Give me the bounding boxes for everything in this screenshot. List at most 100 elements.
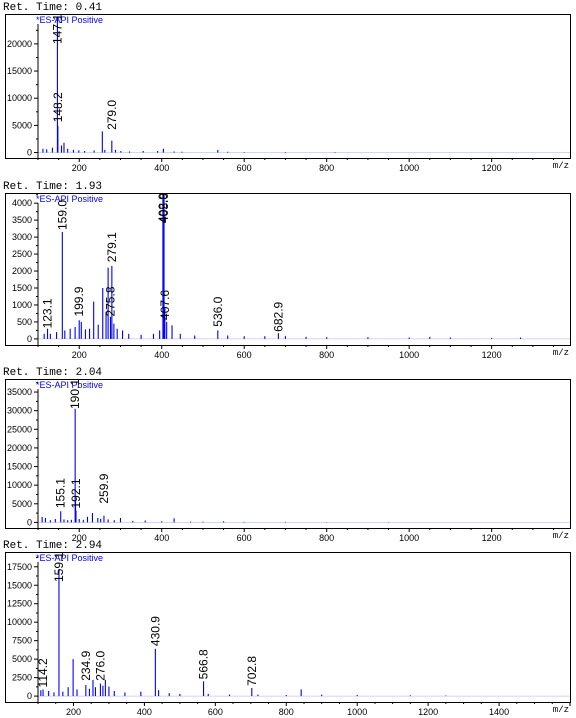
x-tick-label: 400 <box>137 707 152 717</box>
peak-label: 199.9 <box>72 286 86 316</box>
x-tick-label: 800 <box>319 163 334 173</box>
retention-time-label: Ret. Time: 1.93 <box>3 181 102 193</box>
x-tick-label: 800 <box>279 707 294 717</box>
y-tick-label: 20000 <box>7 443 32 453</box>
peak-label: 536.0 <box>211 296 225 326</box>
x-tick-label: 200 <box>72 533 87 543</box>
x-tick-label: 800 <box>319 533 334 543</box>
x-tick-label: 400 <box>154 533 169 543</box>
y-tick-label: 25000 <box>7 424 32 434</box>
y-tick-label: 3000 <box>12 232 32 242</box>
peak-label: 190.1 <box>68 379 82 409</box>
y-tick-label: 4000 <box>12 198 32 208</box>
spectrum-panel-2: Ret. Time: 1.93*ES-API Positive 0 500 1000 1… <box>3 181 571 360</box>
y-tick-label: 10000 <box>7 480 32 490</box>
retention-time-label: Ret. Time: 2.04 <box>3 367 102 379</box>
peak-label: 566.8 <box>197 649 211 679</box>
peak-label: 259.9 <box>97 473 111 503</box>
panel-frame <box>5 552 571 703</box>
y-tick-label: 17500 <box>7 562 32 572</box>
x-tick-label: 600 <box>237 350 252 360</box>
y-tick-label: 3500 <box>12 215 32 225</box>
series-name: *ES-API Positive <box>36 380 103 390</box>
panel-frame <box>5 379 571 529</box>
y-tick-label: 2000 <box>12 266 32 276</box>
peak-label: 275.8 <box>104 286 118 316</box>
series-name: *ES-API Positive <box>36 194 103 204</box>
spectrum-panel-3: Ret. Time: 2.04*ES-API Positive 0 5000 1000… <box>3 367 571 543</box>
retention-time-label: Ret. Time: 2.94 <box>3 540 102 552</box>
x-unit-label: m/z <box>553 161 569 171</box>
x-tick-label: 1200 <box>482 350 502 360</box>
peak-label: 402.9 <box>156 193 170 223</box>
x-tick-label: 1400 <box>489 707 509 717</box>
y-tick-label: 0 <box>27 148 32 158</box>
peak-label: 702.8 <box>245 656 259 686</box>
x-tick-label: 400 <box>154 350 169 360</box>
x-tick-label: 1200 <box>482 533 502 543</box>
x-unit-label: m/z <box>553 705 569 715</box>
y-tick-label: 10000 <box>7 617 32 627</box>
y-tick-label: 0 <box>27 691 32 701</box>
x-unit-label: m/z <box>553 531 569 541</box>
x-tick-label: 800 <box>319 350 334 360</box>
x-tick-label: 1000 <box>347 707 367 717</box>
x-tick-label: 200 <box>72 350 87 360</box>
y-tick-label: 15000 <box>7 66 32 76</box>
x-tick-label: 1000 <box>399 163 419 173</box>
y-tick-label: 0 <box>27 517 32 527</box>
peak-label: 155.1 <box>54 478 68 508</box>
y-tick-label: 5000 <box>12 654 32 664</box>
peak-label: 279.0 <box>105 100 119 130</box>
peak-label: 147.1 <box>50 14 64 44</box>
y-tick-label: 5000 <box>12 499 32 509</box>
y-tick-label: 1500 <box>12 283 32 293</box>
x-unit-label: m/z <box>553 348 569 358</box>
panel-frame <box>5 14 571 159</box>
x-tick-label: 600 <box>237 163 252 173</box>
peak-label: 234.9 <box>79 650 93 680</box>
peak-label: 114.2 <box>36 658 50 687</box>
spectrum-panel-1: Ret. Time: 0.41*ES-API Positive 0 5000 1000… <box>3 2 571 173</box>
peak-label: 159.1 <box>52 552 66 582</box>
series-name: *ES-API Positive <box>36 15 103 25</box>
x-tick-label: 200 <box>72 163 87 173</box>
y-tick-label: 12500 <box>7 599 32 609</box>
x-tick-label: 600 <box>237 533 252 543</box>
peak-label: 279.1 <box>105 232 119 262</box>
y-tick-label: 0 <box>27 334 32 344</box>
peak-label: 430.9 <box>148 616 162 646</box>
panel-frame <box>5 193 571 346</box>
x-tick-label: 600 <box>208 707 223 717</box>
peak-label: 192.1 <box>69 478 83 508</box>
peak-label: 682.9 <box>271 301 285 331</box>
peak-label: 148.2 <box>51 92 65 122</box>
peak-label: 123.1 <box>41 298 55 328</box>
x-tick-label: 1000 <box>399 350 419 360</box>
y-tick-label: 15000 <box>7 580 32 590</box>
y-tick-label: 30000 <box>7 406 32 416</box>
peak-label: 407.6 <box>158 290 172 320</box>
x-tick-label: 200 <box>66 707 81 717</box>
y-tick-label: 1000 <box>12 300 32 310</box>
x-tick-label: 1200 <box>418 707 438 717</box>
y-tick-label: 20000 <box>7 39 32 49</box>
x-tick-label: 1000 <box>399 533 419 543</box>
peak-label: 276.0 <box>93 650 107 680</box>
y-tick-label: 15000 <box>7 462 32 472</box>
retention-time-label: Ret. Time: 0.41 <box>3 2 102 14</box>
y-tick-label: 5000 <box>12 120 32 130</box>
y-tick-label: 500 <box>17 317 32 327</box>
y-tick-label: 10000 <box>7 93 32 103</box>
spectrum-panel-4: Ret. Time: 2.94*ES-API Positive 0 2500 5000… <box>3 540 571 717</box>
x-tick-label: 400 <box>154 163 169 173</box>
y-tick-label: 2500 <box>12 249 32 259</box>
series-name: *ES-API Positive <box>36 553 103 563</box>
peak-label: 159.0 <box>55 200 69 230</box>
y-tick-label: 2500 <box>12 673 32 683</box>
peak-label: 405.6 <box>157 193 171 223</box>
y-tick-label: 7500 <box>12 636 32 646</box>
y-tick-label: 35000 <box>7 387 32 397</box>
x-tick-label: 1200 <box>482 163 502 173</box>
